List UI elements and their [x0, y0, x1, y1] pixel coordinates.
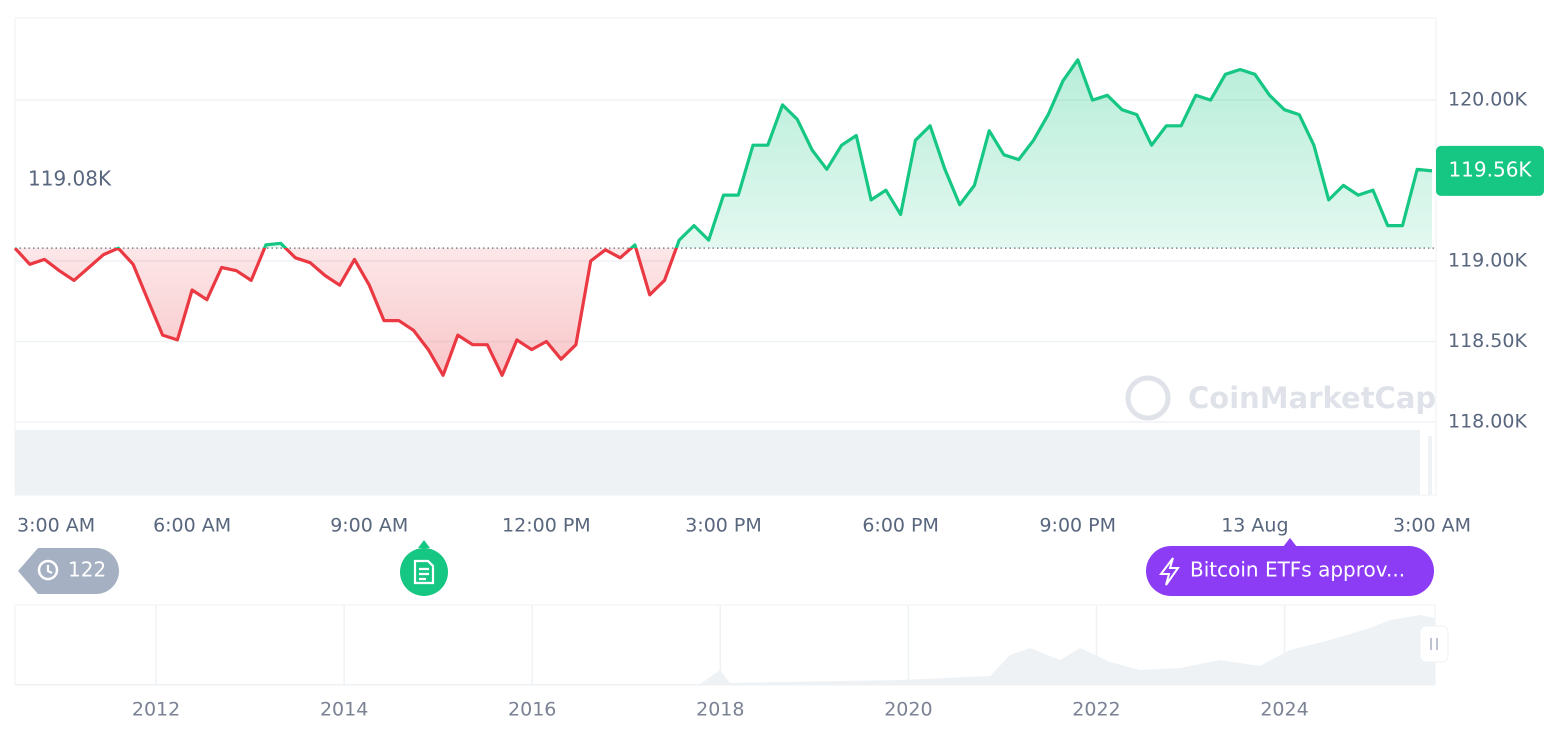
x-tick-label: 6:00 PM — [862, 515, 939, 537]
volume-band — [15, 430, 1420, 495]
price-line — [13, 58, 1433, 377]
baseline-label: 119.08K — [28, 167, 112, 191]
x-tick-label: 3:00 PM — [685, 515, 762, 537]
history-icon — [37, 559, 59, 581]
navigator-handle-grip — [1430, 638, 1438, 650]
bolt-icon — [1159, 557, 1180, 586]
x-tick-label: 12:00 PM — [502, 515, 591, 537]
x-axis: 3:00 AM 6:00 AM 9:00 AM 12:00 PM 3:00 PM 6:00… — [17, 515, 1471, 537]
y-tick-label: 120.00K — [1448, 89, 1527, 111]
doc-icon — [413, 559, 435, 585]
x-tick-label: 13 Aug — [1221, 515, 1288, 537]
history-icon — [46, 565, 53, 574]
price-badge: 119.56K — [1436, 145, 1544, 196]
price-badge-text: 119.56K — [1448, 157, 1532, 181]
x-tick-label: 9:00 PM — [1039, 515, 1116, 537]
events-badge-bg[interactable] — [18, 548, 120, 594]
navigator-tick-label: 2012 — [132, 699, 180, 721]
events-badge[interactable]: 122 — [18, 548, 120, 594]
x-tick-label: 3:00 AM — [17, 515, 95, 537]
news-event[interactable]: Bitcoin ETFs approv... — [1146, 538, 1434, 596]
watermark-logo — [1125, 375, 1171, 421]
news-text: Bitcoin ETFs approv... — [1190, 558, 1405, 582]
volume-band — [1428, 436, 1432, 495]
news-pointer — [1283, 538, 1297, 547]
navigator-tick-label: 2016 — [508, 699, 556, 721]
watermark-text: CoinMarketCap — [1188, 381, 1436, 415]
price-area — [15, 59, 1432, 376]
watermark: CoinMarketCap — [1125, 375, 1436, 421]
navigator-handle[interactable] — [1419, 625, 1449, 663]
events-count: 122 — [68, 558, 106, 582]
y-tick-label: 118.50K — [1448, 330, 1527, 352]
x-tick-label: 9:00 AM — [330, 515, 408, 537]
navigator-tick-label: 2018 — [696, 699, 744, 721]
y-tick-label: 119.00K — [1448, 250, 1527, 272]
navigator: 2012 2014 2016 2018 2020 2022 2024 — [14, 604, 1449, 721]
news-badge-bg[interactable] — [1146, 546, 1434, 596]
navigator-tick-label: 2020 — [884, 699, 932, 721]
navigator-tick-label: 2024 — [1260, 699, 1308, 721]
x-tick-label: 6:00 AM — [153, 515, 231, 537]
y-tick-label: 118.00K — [1448, 411, 1527, 433]
navigator-tick-label: 2022 — [1072, 699, 1120, 721]
price-badge-bg — [1436, 145, 1544, 196]
plot — [13, 58, 1436, 377]
navigator-area — [15, 615, 1435, 685]
doc-pointer — [418, 540, 430, 548]
doc-icon-bg[interactable] — [400, 548, 448, 596]
x-tick-label: 3:00 AM — [1393, 515, 1471, 537]
doc-event[interactable] — [400, 540, 448, 596]
navigator-tick-label: 2014 — [320, 699, 368, 721]
